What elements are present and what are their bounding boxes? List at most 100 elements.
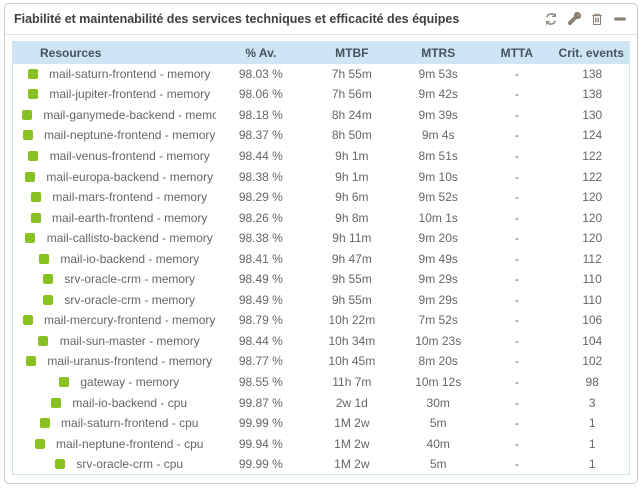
mtta-value: - [514,87,519,102]
table-row[interactable]: mail-uranus-frontend - memory 98.77 % 10… [13,351,630,372]
table-row[interactable]: srv-oracle-crm - memory 98.49 % 9h 55m 9… [13,269,630,290]
table-header-row: Resources % Av. MTBF MTRS MTTA Crit. eve… [12,41,630,64]
table-row[interactable]: mail-io-backend - cpu 99.87 % 2w 1d 30m … [13,392,630,413]
mtta-value: - [514,456,519,471]
mtrs-value: 10m 1s [418,210,458,225]
availability-widget: Fiabilité et maintenabilité des services… [4,3,638,484]
mtrs-value: 9m 42s [418,87,458,102]
availability-value: 99.99 % [238,416,283,431]
mtrs-value: 10m 12s [415,374,462,389]
table-row[interactable]: mail-earth-frontend - memory 98.26 % 9h … [13,207,630,228]
table-row[interactable]: mail-venus-frontend - memory 98.44 % 9h … [13,146,630,167]
crit-events-value: 124 [582,128,603,143]
resource-name: mail-io-backend - memory [60,251,200,266]
resource-cell: mail-io-backend - memory [13,248,217,269]
availability-value: 98.38 % [238,169,283,184]
mtbf-value: 1M 2w [334,456,370,471]
status-ok-icon [22,109,32,120]
mtta-value: - [514,251,519,266]
resource-cell: mail-callisto-backend - memory [13,228,217,249]
resource-name: mail-saturn-frontend - memory [49,66,211,81]
configure-button[interactable] [566,11,582,27]
table-row[interactable]: mail-europa-backend - memory 98.38 % 9h … [13,166,630,187]
resource-name: mail-jupiter-frontend - memory [49,87,211,102]
resource-name: mail-uranus-frontend - memory [47,354,213,369]
mtta-value: - [514,354,519,369]
collapse-button[interactable] [612,11,628,27]
status-ok-icon [38,335,49,346]
resource-cell: mail-mars-frontend - memory [13,187,217,208]
mtta-value: - [514,128,519,143]
availability-value: 98.29 % [238,190,283,205]
availability-value: 98.79 % [238,313,283,328]
table-row[interactable]: srv-oracle-crm - memory 98.49 % 9h 55m 9… [13,290,630,311]
table-row[interactable]: mail-saturn-frontend - cpu 99.99 % 1M 2w… [13,413,630,434]
mtrs-value: 9m 4s [421,128,455,143]
availability-value: 98.49 % [238,272,283,287]
status-ok-icon [27,68,38,79]
mtrs-value: 9m 29s [418,272,458,287]
table-row[interactable]: mail-sun-master - memory 98.44 % 10h 34m… [13,331,630,352]
mtta-value: - [514,231,519,246]
resource-name: srv-oracle-crm - memory [64,272,196,287]
resource-name: mail-mars-frontend - memory [52,190,208,205]
table-row[interactable]: mail-io-backend - memory 98.41 % 9h 47m … [13,248,630,269]
table-row[interactable]: mail-saturn-frontend - memory 98.03 % 7h… [13,64,630,85]
resource-cell: mail-saturn-frontend - cpu [13,413,217,434]
table-row[interactable]: srv-oracle-crm - cpu 99.99 % 1M 2w 5m - … [13,454,630,475]
crit-events-value: 104 [582,333,603,348]
table-row[interactable]: mail-neptune-frontend - memory 98.37 % 8… [13,125,630,146]
crit-events-value: 106 [582,313,603,328]
mtbf-value: 9h 1m [335,148,369,163]
mtta-value: - [514,66,519,81]
mtbf-value: 9h 47m [331,251,372,266]
mtrs-value: 9m 52s [418,190,458,205]
resource-name: mail-europa-backend - memory [46,169,214,184]
mtrs-value: 9m 20s [418,231,458,246]
availability-value: 98.37 % [238,128,283,143]
resource-name: srv-oracle-crm - memory [64,292,196,307]
mtbf-value: 9h 8m [335,210,369,225]
crit-events-value: 122 [582,169,603,184]
availability-table: Resources % Av. MTBF MTRS MTTA Crit. eve… [12,41,630,475]
mtrs-value: 9m 10s [418,169,458,184]
crit-events-value: 110 [582,292,602,307]
availability-value: 98.44 % [238,148,283,163]
resource-cell: mail-neptune-frontend - cpu [13,433,217,454]
availability-value: 98.26 % [238,210,283,225]
table-row[interactable]: mail-mercury-frontend - memory 98.79 % 1… [13,310,630,331]
table-row[interactable]: mail-ganymede-backend - memory 98.18 % 8… [13,105,630,126]
column-header-crit-events: Crit. events [555,41,630,64]
availability-value: 98.38 % [238,231,283,246]
status-ok-icon [39,253,50,264]
column-header-availability: % Av. [216,41,306,64]
availability-value: 98.49 % [238,292,283,307]
crit-events-value: 98 [585,374,599,389]
table-row[interactable]: mail-neptune-frontend - cpu 99.94 % 1M 2… [13,433,630,454]
column-header-resources: Resources [12,41,217,64]
mtbf-value: 9h 11m [332,231,372,246]
widget-toolbar [543,11,628,27]
availability-value: 98.18 % [238,107,283,122]
availability-value: 99.99 % [238,456,283,471]
table-row[interactable]: mail-mars-frontend - memory 98.29 % 9h 6… [13,187,630,208]
refresh-button[interactable] [543,11,559,27]
crit-events-value: 120 [582,231,603,246]
mtbf-value: 1M 2w [334,416,370,431]
mtbf-value: 7h 56m [331,87,372,102]
table-row[interactable]: gateway - memory 98.55 % 11h 7m 10m 12s … [13,372,630,393]
availability-value: 98.06 % [238,87,283,102]
delete-button[interactable] [589,11,605,27]
resource-name: mail-mercury-frontend - memory [44,313,216,328]
table-row[interactable]: mail-jupiter-frontend - memory 98.06 % 7… [13,84,630,105]
status-ok-icon [25,233,36,244]
crit-events-value: 138 [582,66,603,81]
widget-body: Resources % Av. MTBF MTRS MTTA Crit. eve… [5,35,637,483]
status-ok-icon [30,212,41,223]
table-row[interactable]: mail-callisto-backend - memory 98.38 % 9… [13,228,630,249]
resource-cell: mail-io-backend - cpu [13,392,217,413]
mtrs-value: 8m 51s [418,148,458,163]
mtbf-value: 9h 1m [335,169,369,184]
resource-cell: srv-oracle-crm - cpu [13,454,217,475]
status-ok-icon [59,376,70,387]
